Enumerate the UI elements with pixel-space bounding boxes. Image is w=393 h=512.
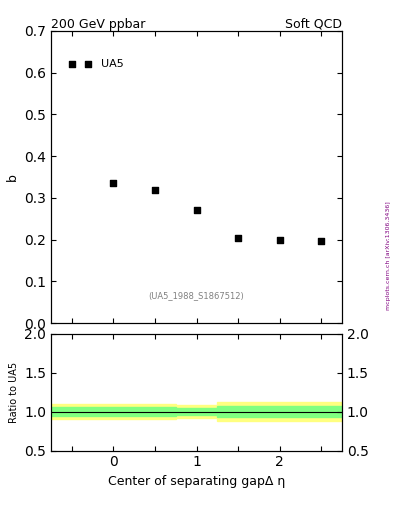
Point — [85, 60, 92, 68]
Text: (UA5_1988_S1867512): (UA5_1988_S1867512) — [149, 291, 244, 300]
Text: Soft QCD: Soft QCD — [285, 18, 342, 31]
Bar — [176, 406, 217, 418]
Point — [69, 60, 75, 68]
Point — [235, 233, 241, 242]
Point — [152, 185, 158, 194]
Point — [193, 206, 200, 215]
Text: mcplots.cern.ch [arXiv:1306.3436]: mcplots.cern.ch [arXiv:1306.3436] — [386, 202, 391, 310]
Point — [276, 236, 283, 244]
Bar — [51, 407, 176, 416]
Y-axis label: Ratio to UA5: Ratio to UA5 — [9, 361, 19, 422]
Point — [110, 179, 117, 187]
Bar — [217, 402, 342, 421]
Bar — [217, 406, 342, 417]
Y-axis label: b: b — [6, 173, 19, 181]
Point — [318, 237, 324, 245]
Bar — [51, 404, 176, 419]
Text: 200 GeV ppbar: 200 GeV ppbar — [51, 18, 145, 31]
Bar — [176, 408, 217, 415]
X-axis label: Center of separating gapΔ η: Center of separating gapΔ η — [108, 475, 285, 488]
Text: UA5: UA5 — [101, 59, 124, 69]
